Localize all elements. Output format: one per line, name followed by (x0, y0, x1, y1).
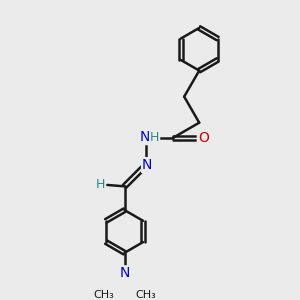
Text: CH₃: CH₃ (93, 290, 114, 300)
Text: H: H (150, 131, 159, 144)
Text: H: H (95, 178, 105, 191)
Text: N: N (119, 266, 130, 280)
Text: CH₃: CH₃ (135, 290, 156, 300)
Text: O: O (198, 131, 209, 145)
Text: N: N (140, 130, 151, 144)
Text: N: N (142, 158, 152, 172)
